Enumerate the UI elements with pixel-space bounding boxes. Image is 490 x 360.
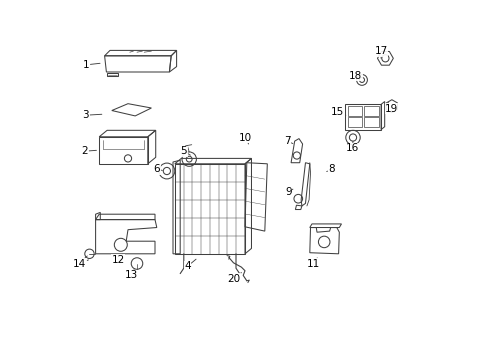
Text: 12: 12 — [112, 254, 125, 265]
Text: 10: 10 — [239, 132, 251, 144]
Text: 17: 17 — [374, 46, 388, 58]
Text: 2: 2 — [81, 146, 97, 156]
Text: 3: 3 — [83, 110, 102, 120]
Text: 11: 11 — [307, 258, 320, 269]
Text: 1: 1 — [83, 60, 100, 70]
Text: 5: 5 — [180, 146, 191, 156]
Text: 18: 18 — [349, 71, 363, 81]
Text: 19: 19 — [385, 103, 398, 114]
Text: 16: 16 — [345, 141, 359, 153]
Text: 7: 7 — [284, 136, 293, 146]
Text: 15: 15 — [331, 107, 346, 117]
Text: 20: 20 — [228, 273, 242, 284]
Text: 8: 8 — [327, 164, 335, 174]
Bar — [364, 117, 379, 127]
Text: 14: 14 — [73, 258, 88, 269]
Bar — [364, 106, 379, 116]
Bar — [347, 106, 363, 116]
Text: 13: 13 — [125, 270, 138, 280]
Text: 9: 9 — [285, 186, 293, 197]
Bar — [347, 117, 363, 127]
Text: 6: 6 — [153, 164, 162, 174]
Text: 4: 4 — [184, 259, 196, 271]
